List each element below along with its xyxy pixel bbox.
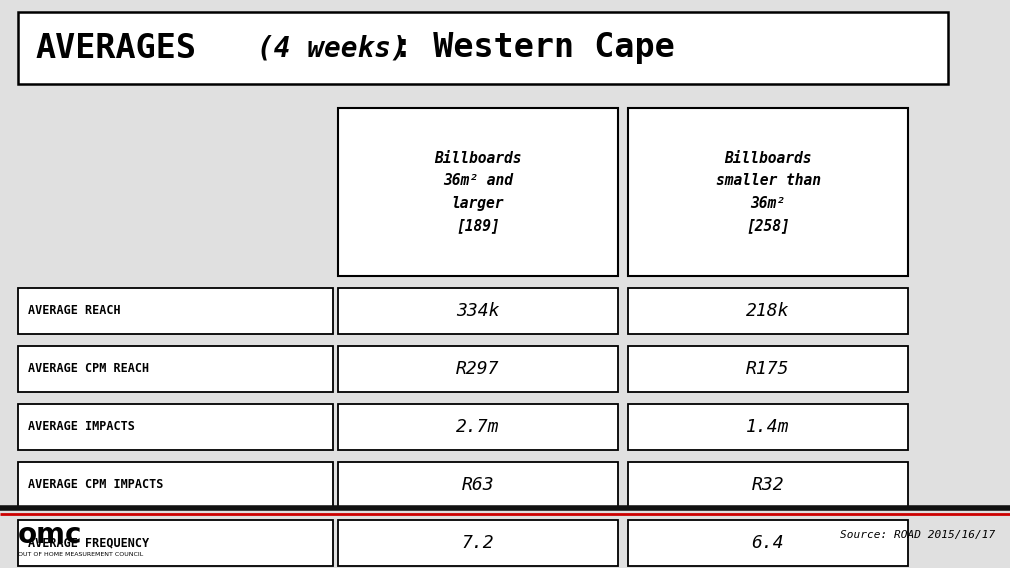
Text: AVERAGE IMPACTS: AVERAGE IMPACTS <box>28 420 135 433</box>
Text: Billboards
36m² and
larger
[189]: Billboards 36m² and larger [189] <box>434 151 522 233</box>
Text: R32: R32 <box>751 476 785 494</box>
FancyBboxPatch shape <box>18 346 333 392</box>
Text: 7.2: 7.2 <box>462 534 494 552</box>
Text: R297: R297 <box>457 360 500 378</box>
Text: Billboards
smaller than
36m²
[258]: Billboards smaller than 36m² [258] <box>715 151 820 233</box>
Text: omc: omc <box>18 521 83 549</box>
Text: R175: R175 <box>746 360 790 378</box>
FancyBboxPatch shape <box>18 288 333 334</box>
FancyBboxPatch shape <box>18 462 333 508</box>
Text: AVERAGE CPM IMPACTS: AVERAGE CPM IMPACTS <box>28 478 164 491</box>
Text: OUT OF HOME MEASUREMENT COUNCIL: OUT OF HOME MEASUREMENT COUNCIL <box>18 553 143 558</box>
Text: 334k: 334k <box>457 302 500 320</box>
Text: : Western Cape: : Western Cape <box>393 31 675 65</box>
Text: 2.7m: 2.7m <box>457 418 500 436</box>
FancyBboxPatch shape <box>18 520 333 566</box>
FancyBboxPatch shape <box>338 462 618 508</box>
FancyBboxPatch shape <box>338 346 618 392</box>
Text: 218k: 218k <box>746 302 790 320</box>
Text: Source: ROAD 2015/16/17: Source: ROAD 2015/16/17 <box>839 530 995 540</box>
FancyBboxPatch shape <box>338 404 618 450</box>
FancyBboxPatch shape <box>628 346 908 392</box>
FancyBboxPatch shape <box>628 520 908 566</box>
FancyBboxPatch shape <box>628 404 908 450</box>
FancyBboxPatch shape <box>628 462 908 508</box>
FancyBboxPatch shape <box>338 108 618 276</box>
FancyBboxPatch shape <box>18 404 333 450</box>
FancyBboxPatch shape <box>628 108 908 276</box>
Text: AVERAGE REACH: AVERAGE REACH <box>28 304 120 318</box>
Text: 6.4: 6.4 <box>751 534 785 552</box>
Text: R63: R63 <box>462 476 494 494</box>
Text: AVERAGE CPM REACH: AVERAGE CPM REACH <box>28 362 149 375</box>
FancyBboxPatch shape <box>18 12 948 84</box>
Text: 1.4m: 1.4m <box>746 418 790 436</box>
Text: AVERAGE FREQUENCY: AVERAGE FREQUENCY <box>28 537 149 549</box>
Text: AVERAGES: AVERAGES <box>35 31 196 65</box>
Text: (4 weeks): (4 weeks) <box>257 34 408 62</box>
FancyBboxPatch shape <box>628 288 908 334</box>
FancyBboxPatch shape <box>338 520 618 566</box>
FancyBboxPatch shape <box>338 288 618 334</box>
